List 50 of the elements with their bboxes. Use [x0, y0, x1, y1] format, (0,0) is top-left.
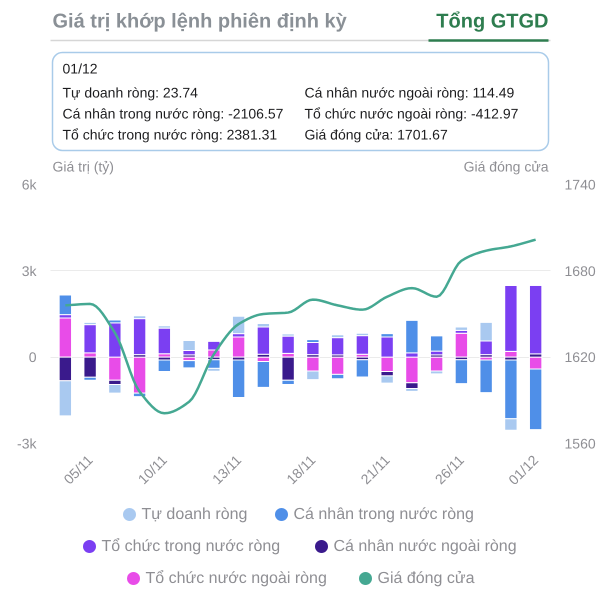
y-tick-label: -3k — [17, 436, 38, 452]
bar — [356, 359, 370, 378]
legend-label: Tổ chức trong nước ròng — [102, 538, 280, 555]
bar — [405, 320, 419, 354]
text: Tự doanh ròng: 23.74 — [62, 84, 198, 100]
y-tick-label: 0 — [28, 349, 37, 366]
y2-tick-label: 1740 — [564, 176, 596, 192]
legend-label: Giá đóng cửa — [378, 570, 475, 587]
y2-tick-label: 1560 — [564, 436, 596, 452]
bar — [330, 337, 344, 356]
bar — [158, 360, 172, 372]
bar — [232, 336, 246, 358]
bar — [256, 360, 270, 388]
y2-tick-label: 1620 — [564, 349, 596, 366]
legend-label: Tự doanh ròng — [142, 506, 248, 523]
bar — [58, 294, 72, 316]
bar — [454, 326, 468, 331]
text: Tổ chức nước ngoài ròng: -412.97 — [304, 106, 519, 122]
bar — [132, 318, 146, 356]
bar — [281, 356, 295, 381]
bar — [528, 284, 542, 354]
bar — [182, 360, 196, 368]
legend-label: Tổ chức nước ngoài ròng — [146, 570, 327, 587]
legend-label: Cá nhân nước ngoài ròng — [334, 538, 517, 555]
y-tick-label: 3k — [22, 262, 38, 279]
bar — [83, 356, 97, 378]
bar — [306, 342, 320, 356]
bar — [454, 359, 468, 384]
text: Giá đóng cửa: 1701.67 — [304, 126, 448, 142]
bar — [256, 326, 270, 355]
bar — [281, 336, 295, 354]
chart-subtitle: Giá trị khớp lệnh phiên định kỳ — [52, 10, 348, 32]
bar — [479, 360, 493, 394]
bar — [232, 360, 246, 398]
chart-title: Tổng GTGD — [436, 10, 549, 32]
text: Cá nhân trong nước ròng: -2106.57 — [62, 106, 284, 122]
y2-tick-label: 1680 — [564, 262, 596, 279]
y2-axis-title: Giá đóng cửa — [464, 158, 549, 174]
bar — [430, 335, 444, 352]
bar — [182, 340, 196, 352]
bar — [454, 332, 468, 358]
y-axis-title: Giá trị (tỷ) — [52, 158, 114, 174]
y-tick-label: 6k — [22, 176, 38, 192]
bar — [158, 328, 172, 354]
bar — [380, 375, 394, 384]
text: 01/12 — [62, 60, 98, 76]
text: Cá nhân nước ngoài ròng: 114.49 — [304, 84, 514, 100]
legend-label: Cá nhân trong nước ròng — [294, 506, 474, 523]
text: Tổ chức trong nước ròng: 2381.31 — [62, 126, 278, 142]
bar — [83, 324, 97, 354]
